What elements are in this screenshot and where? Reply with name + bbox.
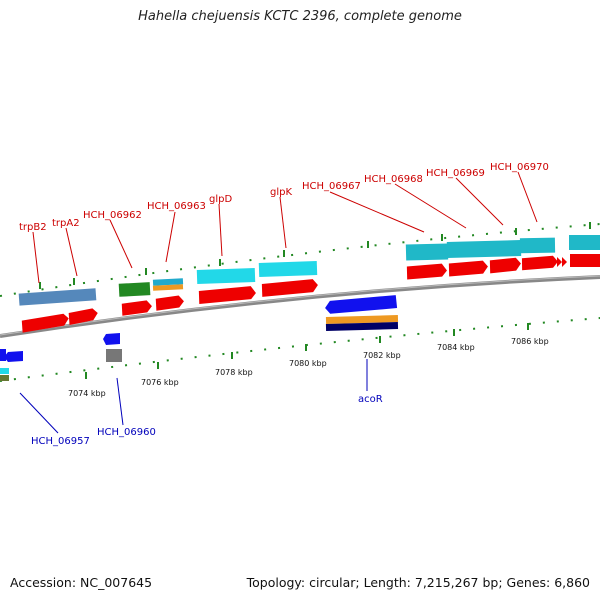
label-glpD[interactable]: glpD	[209, 194, 232, 205]
label-HCH_06962[interactable]: HCH_06962	[83, 210, 142, 221]
forward-leader-lines	[32, 171, 538, 284]
leader-trpB2	[32, 231, 40, 284]
gene-acoR-navy[interactable]	[325, 322, 399, 331]
gene-left-cyan[interactable]	[0, 368, 9, 374]
cds-HCH_06970[interactable]	[521, 255, 558, 271]
leader-HCH_06963	[165, 211, 176, 263]
cds-small-2[interactable]	[562, 257, 567, 267]
gene-HCH_06967[interactable]	[405, 243, 449, 261]
reverse-gene-row	[0, 295, 399, 381]
gene-next[interactable]	[569, 235, 600, 250]
cds-HCH_06963[interactable]	[155, 295, 185, 311]
genome-backbone-highlight	[0, 275, 600, 336]
gene-trpB2[interactable]	[18, 288, 97, 306]
leader-glpD	[218, 203, 223, 257]
label-glpK[interactable]: glpK	[270, 187, 292, 198]
leader-HCH_06960	[116, 377, 124, 426]
scale-labels: 7074 kbp 7076 kbp 7078 kbp 7080 kbp 7082…	[68, 337, 549, 398]
leader-HCH_06969	[455, 177, 504, 226]
scale-label-7076: 7076 kbp	[141, 378, 179, 387]
label-acoR[interactable]: acoR	[358, 394, 383, 405]
gene-HCH_06968[interactable]	[446, 240, 522, 258]
leader-HCH_06968	[394, 183, 467, 229]
label-trpB2[interactable]: trpB2	[19, 222, 47, 233]
label-HCH_06960[interactable]: HCH_06960	[97, 427, 156, 438]
leader-HCH_06962	[109, 219, 133, 269]
gene-HCH_06970[interactable]	[519, 237, 556, 254]
gene-acoR-orange[interactable]	[325, 315, 399, 324]
cds-HCH_06969[interactable]	[489, 257, 521, 274]
label-HCH_06963[interactable]: HCH_06963	[147, 201, 206, 212]
scale-label-7084: 7084 kbp	[437, 343, 475, 352]
accession-text: Accession: NC_007645	[10, 575, 153, 590]
cds-HCH_06967[interactable]	[406, 263, 447, 280]
forward-tick-track	[0, 223, 600, 297]
forward-gene-row	[18, 235, 600, 306]
leader-HCH_06970	[517, 171, 538, 223]
scale-label-7086: 7086 kbp	[511, 337, 549, 346]
leader-HCH_06957	[19, 392, 59, 434]
cds-trpB2[interactable]	[21, 313, 69, 333]
cds-HCH_06968[interactable]	[448, 260, 488, 277]
forward-cds-row	[21, 254, 600, 333]
scale-label-7082: 7082 kbp	[363, 351, 401, 360]
leader-glpK	[279, 196, 287, 249]
page-title: Hahella chejuensis KCTC 2396, complete g…	[138, 9, 462, 24]
reverse-tick-track	[0, 317, 600, 382]
label-HCH_06957[interactable]: HCH_06957	[31, 436, 90, 447]
cds-glpD[interactable]	[198, 286, 257, 304]
label-trpA2[interactable]: trpA2	[52, 218, 80, 229]
scale-label-7080: 7080 kbp	[289, 359, 327, 368]
gene-HCH_06962[interactable]	[118, 282, 151, 297]
cds-glpK[interactable]	[261, 279, 319, 297]
scale-label-7078: 7078 kbp	[215, 368, 253, 377]
gene-HCH_06963-alt[interactable]	[152, 284, 184, 291]
cds-HCH_06962[interactable]	[121, 300, 153, 316]
reverse-gene-labels: acoR HCH_06960 HCH_06957	[31, 394, 383, 447]
gene-glpD[interactable]	[196, 267, 256, 285]
cds-next[interactable]	[570, 254, 600, 267]
genome-backbone	[0, 275, 600, 338]
gene-left-green[interactable]	[0, 375, 9, 381]
label-HCH_06968[interactable]: HCH_06968	[364, 174, 423, 185]
genome-info-text: Topology: circular; Length: 7,215,267 bp…	[246, 575, 590, 590]
label-HCH_06969[interactable]: HCH_06969	[426, 168, 485, 179]
gene-HCH_06960[interactable]	[103, 333, 120, 345]
scale-label-7074: 7074 kbp	[68, 389, 106, 398]
label-HCH_06970[interactable]: HCH_06970	[490, 162, 549, 173]
gene-HCH_06957[interactable]	[4, 351, 23, 362]
gene-HCH_06960-gray[interactable]	[106, 349, 122, 362]
gene-glpK[interactable]	[258, 260, 318, 278]
forward-gene-labels: trpB2 trpA2 HCH_06962 HCH_06963 glpD glp…	[19, 162, 549, 233]
major-ticks	[39, 222, 591, 379]
gene-left-blue[interactable]	[0, 349, 6, 361]
leader-trpA2	[65, 227, 78, 277]
gene-HCH_06963[interactable]	[152, 278, 184, 286]
label-HCH_06967[interactable]: HCH_06967	[302, 181, 361, 192]
cds-trpA2[interactable]	[68, 308, 98, 325]
cds-small-1[interactable]	[557, 257, 562, 267]
reverse-leader-lines	[19, 359, 368, 434]
leader-HCH_06967	[329, 191, 425, 233]
gene-acoR[interactable]	[325, 295, 398, 314]
